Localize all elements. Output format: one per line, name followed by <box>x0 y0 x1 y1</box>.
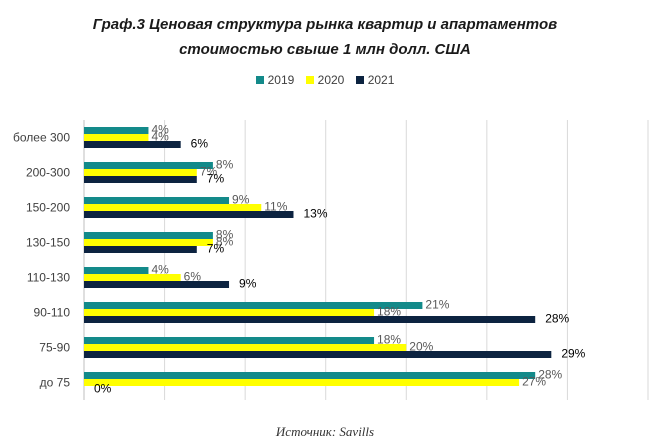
bar-2019 <box>84 267 149 274</box>
bar-2020 <box>84 309 375 316</box>
data-label-2020: 6% <box>184 270 202 284</box>
category-label: более 300 <box>13 131 70 145</box>
legend-swatch-2019 <box>255 76 264 84</box>
category-label: 75-90 <box>39 341 70 355</box>
legend-item-2020: 2020 <box>305 73 345 87</box>
category-label: до 75 <box>40 376 71 390</box>
data-label-2019: 21% <box>425 298 449 312</box>
legend-item-2021: 2021 <box>355 73 395 87</box>
bar-2019 <box>84 197 230 204</box>
chart-title: Граф.3 Ценовая структура рынка квартир и… <box>0 12 650 62</box>
category-label: 200-300 <box>26 166 70 180</box>
bar-2021 <box>84 211 294 218</box>
data-label-2019: 4% <box>151 123 169 137</box>
bar-2019 <box>84 127 149 134</box>
bar-2019 <box>84 337 375 344</box>
data-label-2019: 9% <box>232 193 250 207</box>
data-label-2021: 6% <box>191 137 209 151</box>
bar-2021 <box>84 316 536 323</box>
data-label-2020: 20% <box>409 340 433 354</box>
bar-2019 <box>84 232 213 239</box>
data-label-2020: 27% <box>522 375 546 389</box>
bar-2019 <box>84 372 536 379</box>
legend-label-2020: 2020 <box>317 73 345 87</box>
legend-swatch-2020 <box>305 76 314 84</box>
bar-2021 <box>84 176 197 183</box>
data-label-2019: 4% <box>151 263 169 277</box>
bar-2020 <box>84 344 407 351</box>
bar-2019 <box>84 302 423 309</box>
category-label: 150-200 <box>26 201 70 215</box>
data-label-2021: 9% <box>239 277 257 291</box>
chart-title-line-1: Граф.3 Ценовая структура рынка квартир и… <box>92 16 558 33</box>
data-label-2020: 11% <box>264 200 287 214</box>
bars <box>84 127 552 386</box>
data-label-2021: 13% <box>303 207 327 221</box>
data-label-2021: 7% <box>207 172 225 186</box>
data-label-2021: 28% <box>545 312 569 326</box>
bar-2020 <box>84 274 181 281</box>
data-labels: 4%4% 6%8%7%7%9% 11% 13%8%8%7%4% 6% 9%21%18% 28… <box>94 123 586 396</box>
category-label: 130-150 <box>26 236 70 250</box>
bar-2021 <box>84 246 197 253</box>
data-label-2019: 28% <box>538 368 562 382</box>
bar-2019 <box>84 162 213 169</box>
category-label: 110-130 <box>27 271 70 285</box>
chart-title-line-2: стоимостью свыше 1 млн долл. США <box>179 41 471 58</box>
legend-item-2019: 2019 <box>255 73 295 87</box>
data-label-2019: 18% <box>377 333 401 347</box>
bar-2020 <box>84 169 197 176</box>
category-axis-labels: более 300 200-300 150-200 130-150 110-130 90-… <box>13 131 70 390</box>
bar-2021 <box>84 351 552 358</box>
data-label-2020: 18% <box>377 305 401 319</box>
data-label-2021: 29% <box>561 347 585 361</box>
bar-2020 <box>84 204 262 211</box>
data-label-2020: 4% <box>151 130 169 144</box>
bar-2020 <box>84 134 149 141</box>
data-label-2021: 0% <box>94 382 112 396</box>
bar-2020 <box>84 379 520 386</box>
legend: 2019 2020 2021 <box>0 73 650 87</box>
category-label: 90-110 <box>34 306 71 320</box>
data-label-2020: 7% <box>200 165 218 179</box>
data-label-2019: 8% <box>216 158 234 172</box>
legend-label-2019: 2019 <box>267 73 295 87</box>
bar-2020 <box>84 239 213 246</box>
legend-label-2021: 2021 <box>367 73 395 87</box>
data-label-2019: 8% <box>216 228 234 242</box>
source-note: Источник: Savills <box>275 424 375 439</box>
data-label-2020: 8% <box>216 235 234 249</box>
bar-2021 <box>84 281 230 288</box>
bar-2021 <box>84 141 181 148</box>
data-label-2021: 7% <box>207 242 225 256</box>
legend-swatch-2021 <box>355 76 364 84</box>
